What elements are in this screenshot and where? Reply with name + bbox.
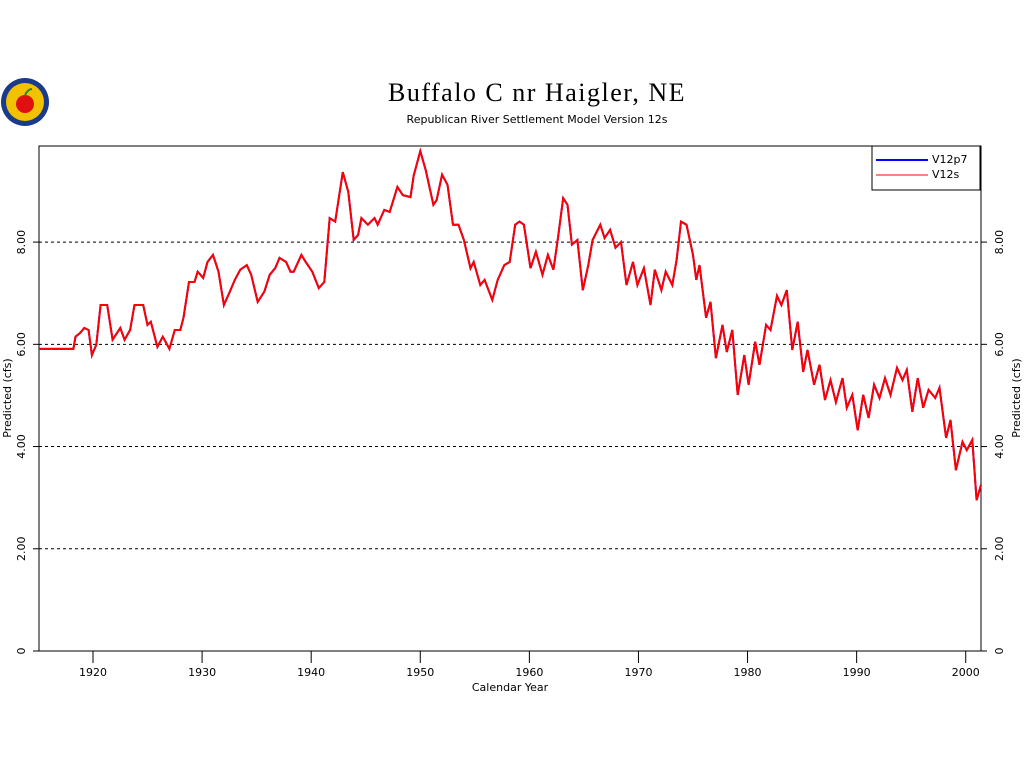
y-tick-label: 8.00 (15, 230, 28, 255)
y-tick-label: 2.00 (15, 537, 28, 562)
x-tick-label: 1990 (843, 666, 871, 679)
plot-frame (38, 145, 982, 652)
legend-label: V12p7 (932, 153, 968, 166)
legend-box (871, 145, 981, 191)
x-tick-label: 1930 (188, 666, 216, 679)
x-axis-label: Calendar Year (472, 681, 549, 694)
x-tick-label: 1940 (297, 666, 325, 679)
x-tick-label: 2000 (952, 666, 980, 679)
data-line (39, 147, 982, 501)
y-tick-label: 4.00 (15, 434, 28, 459)
logo (1, 78, 49, 126)
y2-tick-label: 8.00 (993, 230, 1006, 255)
y2-tick-label: 2.00 (993, 537, 1006, 562)
x-tick-label: 1950 (406, 666, 434, 679)
chart-subtitle: Republican River Settlement Model Versio… (407, 113, 668, 126)
y-tick-label: 0 (15, 648, 28, 655)
y-axis-label: Predicted (cfs) (1, 358, 14, 437)
x-tick-label: 1970 (624, 666, 652, 679)
y2-tick-label: 0 (993, 648, 1006, 655)
x-tick-label: 1920 (79, 666, 107, 679)
chart-title: Buffalo C nr Haigler, NE (388, 78, 686, 107)
data-line (39, 147, 982, 501)
y-tick-label: 6.00 (15, 332, 28, 357)
legend-label: V12s (932, 168, 960, 181)
y2-axis-label: Predicted (cfs) (1010, 358, 1023, 437)
x-tick-label: 1980 (734, 666, 762, 679)
y2-tick-label: 6.00 (993, 332, 1006, 357)
x-tick-label: 1960 (515, 666, 543, 679)
y2-tick-label: 4.00 (993, 434, 1006, 459)
